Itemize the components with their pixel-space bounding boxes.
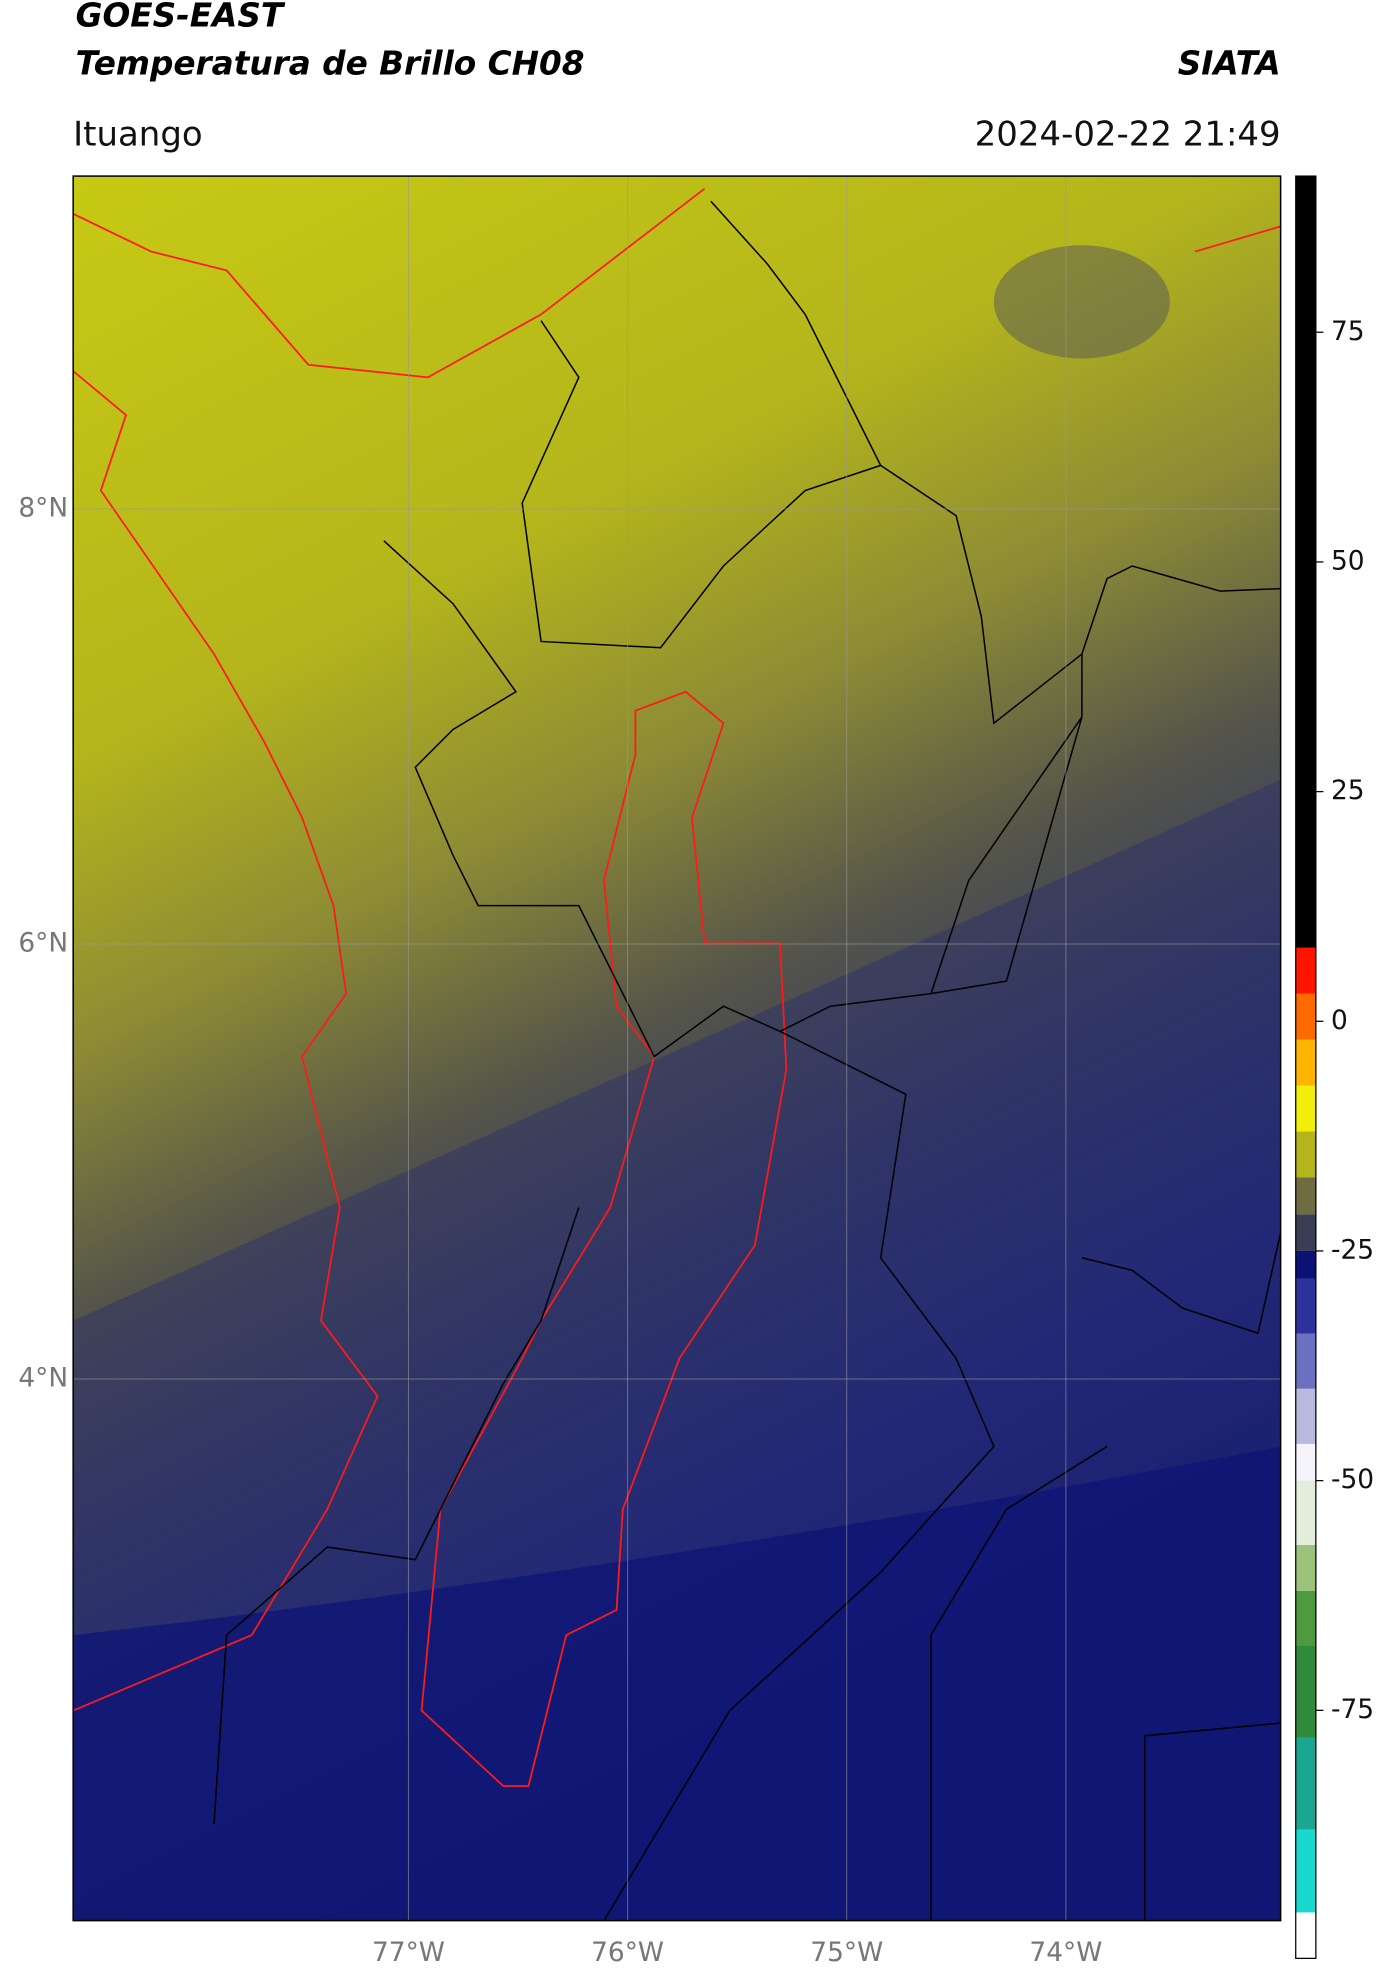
colorbar-segment (1295, 1250, 1316, 1279)
colorbar-segment (1295, 1646, 1316, 1738)
datetime: 2024-02-22 21:49 (975, 114, 1281, 154)
colorbar-segment (1295, 947, 1316, 994)
subtitle: Temperatura de Brillo CH08 (76, 44, 585, 82)
colorbar-segment (1295, 1278, 1316, 1334)
colorbar-segment (1295, 1737, 1316, 1830)
colorbar-segment (1295, 1388, 1316, 1444)
colorbar-tick-label: 25 (1331, 775, 1365, 806)
coastline (73, 187, 1281, 1787)
colorbar-tick-label: -75 (1331, 1694, 1374, 1725)
cloud-cell (993, 245, 1170, 359)
admin-boundaries (213, 200, 1281, 1921)
location: Ituango (73, 114, 203, 154)
lat-label: 4°N (18, 1362, 68, 1393)
colorbar-segment (1295, 1333, 1316, 1389)
lat-label: 8°N (18, 492, 68, 523)
colorbar-segment (1295, 1214, 1316, 1251)
colorbar-tick-label: -25 (1331, 1234, 1374, 1265)
colorbar-segment (1295, 1912, 1316, 1959)
colorbar-tick-label: 0 (1331, 1005, 1348, 1036)
map-frame (72, 175, 1282, 1922)
colorbar-segment (1295, 1177, 1316, 1215)
colorbar-segment (1295, 1039, 1316, 1086)
colorbar-tick-label: -50 (1331, 1464, 1374, 1495)
lat-label: 6°N (18, 927, 68, 958)
map-area (73, 176, 1281, 1921)
colorbar-segment (1295, 1544, 1316, 1591)
colorbar-segment (1295, 1590, 1316, 1647)
colorbar-segment (1295, 1480, 1316, 1545)
colorbar-tick-label: 75 (1331, 316, 1365, 347)
agency: SIATA (1178, 44, 1281, 82)
title: GOES-EAST (76, 0, 286, 35)
colorbar-tick-label: 50 (1331, 545, 1365, 576)
cloud-field (73, 1446, 1281, 1921)
lon-label: 75°W (810, 1937, 883, 1968)
colorbar-segment (1295, 1085, 1316, 1132)
colorbar-segment (1295, 176, 1316, 948)
colorbar-frame (1295, 175, 1317, 1959)
lon-label: 74°W (1029, 1937, 1102, 1968)
colorbar-segment (1295, 1131, 1316, 1178)
lon-label: 77°W (372, 1937, 445, 1968)
colorbar-segment (1295, 993, 1316, 1040)
colorbar-segment (1295, 1443, 1316, 1481)
lon-label: 76°W (591, 1937, 664, 1968)
colorbar-segment (1295, 1829, 1316, 1913)
